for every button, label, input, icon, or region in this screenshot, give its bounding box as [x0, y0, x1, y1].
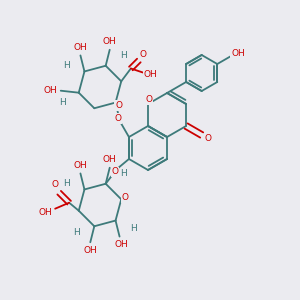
Text: O: O — [204, 134, 211, 143]
Text: OH: OH — [103, 155, 117, 164]
Text: O: O — [114, 114, 122, 123]
Text: O: O — [140, 50, 146, 59]
Text: H: H — [63, 61, 70, 70]
Text: H: H — [63, 179, 70, 188]
Text: H: H — [120, 51, 127, 60]
Text: OH: OH — [83, 246, 97, 255]
Text: OH: OH — [74, 43, 87, 52]
Text: OH: OH — [115, 240, 128, 249]
Text: H: H — [73, 228, 80, 237]
Text: H: H — [120, 169, 127, 178]
Text: O: O — [115, 101, 122, 110]
Text: OH: OH — [103, 37, 117, 46]
Text: O: O — [111, 167, 118, 176]
Text: O: O — [122, 193, 129, 202]
Text: OH: OH — [231, 49, 245, 58]
Text: H: H — [59, 98, 66, 107]
Text: O: O — [52, 180, 58, 189]
Text: OH: OH — [38, 208, 52, 217]
Text: OH: OH — [144, 70, 158, 79]
Text: OH: OH — [74, 161, 87, 170]
Text: O: O — [146, 95, 152, 104]
Text: H: H — [130, 224, 137, 233]
Text: OH: OH — [44, 86, 58, 95]
